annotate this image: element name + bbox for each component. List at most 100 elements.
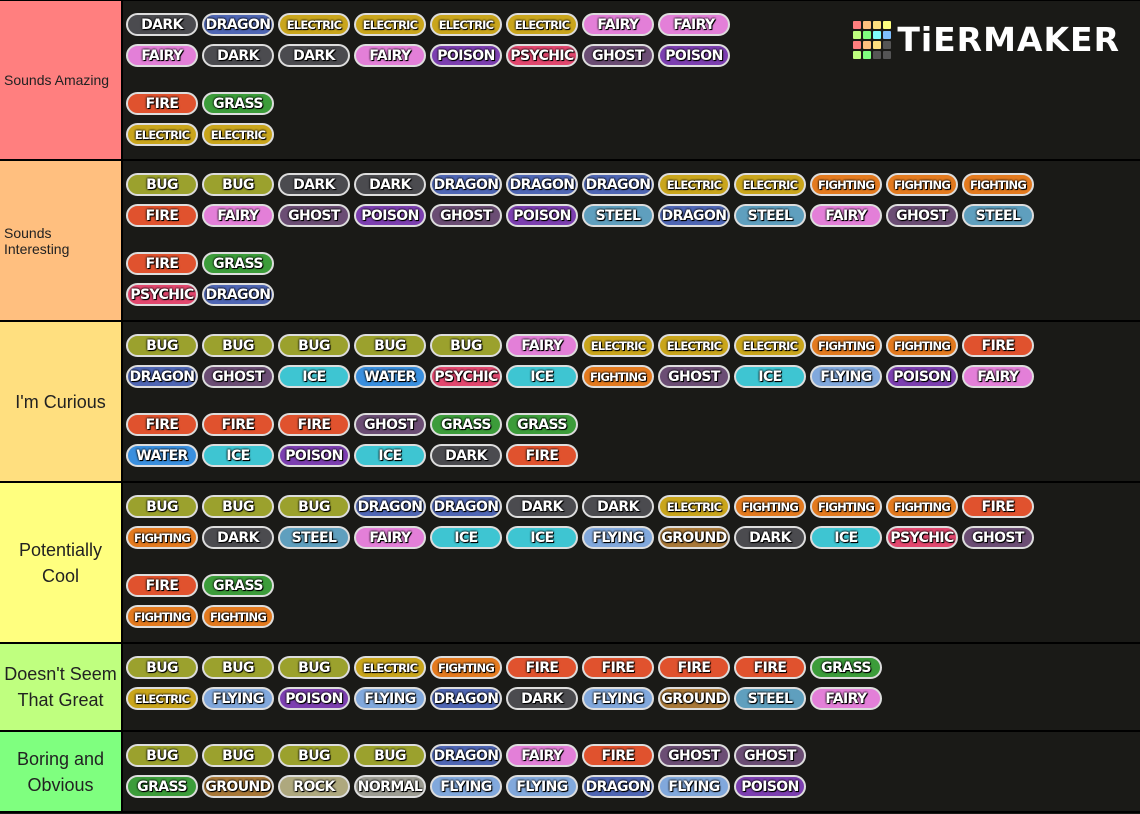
type-chip-psychic[interactable]: PSYCHIC bbox=[126, 283, 198, 306]
type-chip-fire[interactable]: FIRE bbox=[126, 574, 198, 597]
type-chip-fire[interactable]: FIRE bbox=[962, 334, 1034, 357]
type-chip-flying[interactable]: FLYING bbox=[430, 775, 502, 798]
type-chip-bug[interactable]: BUG bbox=[278, 656, 350, 679]
type-chip-electric[interactable]: ELECTRIC bbox=[658, 334, 730, 357]
type-chip-dark[interactable]: DARK bbox=[506, 495, 578, 518]
tier-label[interactable]: Sounds Amazing bbox=[0, 1, 123, 159]
type-chip-fairy[interactable]: FAIRY bbox=[126, 44, 198, 67]
type-chip-ice[interactable]: ICE bbox=[354, 444, 426, 467]
type-chip-dark[interactable]: DARK bbox=[506, 687, 578, 710]
type-chip-dragon[interactable]: DRAGON bbox=[430, 687, 502, 710]
type-chip-fairy[interactable]: FAIRY bbox=[354, 44, 426, 67]
type-chip-bug[interactable]: BUG bbox=[126, 495, 198, 518]
type-chip-electric[interactable]: ELECTRIC bbox=[506, 13, 578, 36]
type-chip-ghost[interactable]: GHOST bbox=[658, 365, 730, 388]
type-chip-bug[interactable]: BUG bbox=[126, 334, 198, 357]
type-chip-dark[interactable]: DARK bbox=[278, 44, 350, 67]
type-chip-electric[interactable]: ELECTRIC bbox=[658, 173, 730, 196]
type-chip-bug[interactable]: BUG bbox=[354, 744, 426, 767]
type-chip-fire[interactable]: FIRE bbox=[506, 444, 578, 467]
type-chip-dragon[interactable]: DRAGON bbox=[126, 365, 198, 388]
type-chip-fighting[interactable]: FIGHTING bbox=[810, 334, 882, 357]
type-chip-psychic[interactable]: PSYCHIC bbox=[886, 526, 958, 549]
type-chip-grass[interactable]: GRASS bbox=[202, 92, 274, 115]
type-chip-flying[interactable]: FLYING bbox=[354, 687, 426, 710]
type-chip-poison[interactable]: POISON bbox=[658, 44, 730, 67]
type-chip-bug[interactable]: BUG bbox=[354, 334, 426, 357]
type-chip-fighting[interactable]: FIGHTING bbox=[734, 495, 806, 518]
type-chip-poison[interactable]: POISON bbox=[886, 365, 958, 388]
type-chip-fairy[interactable]: FAIRY bbox=[506, 334, 578, 357]
type-chip-dragon[interactable]: DRAGON bbox=[354, 495, 426, 518]
tier-label[interactable]: Potentially Cool bbox=[0, 483, 123, 642]
type-chip-bug[interactable]: BUG bbox=[126, 744, 198, 767]
type-chip-ghost[interactable]: GHOST bbox=[354, 413, 426, 436]
type-chip-water[interactable]: WATER bbox=[126, 444, 198, 467]
type-chip-fairy[interactable]: FAIRY bbox=[506, 744, 578, 767]
type-chip-dark[interactable]: DARK bbox=[202, 44, 274, 67]
type-chip-dark[interactable]: DARK bbox=[582, 495, 654, 518]
type-chip-electric[interactable]: ELECTRIC bbox=[354, 13, 426, 36]
type-chip-bug[interactable]: BUG bbox=[278, 334, 350, 357]
type-chip-dark[interactable]: DARK bbox=[734, 526, 806, 549]
type-chip-grass[interactable]: GRASS bbox=[126, 775, 198, 798]
type-chip-bug[interactable]: BUG bbox=[126, 656, 198, 679]
type-chip-psychic[interactable]: PSYCHIC bbox=[430, 365, 502, 388]
type-chip-flying[interactable]: FLYING bbox=[582, 526, 654, 549]
type-chip-flying[interactable]: FLYING bbox=[202, 687, 274, 710]
type-chip-fire[interactable]: FIRE bbox=[278, 413, 350, 436]
type-chip-psychic[interactable]: PSYCHIC bbox=[506, 44, 578, 67]
type-chip-fire[interactable]: FIRE bbox=[962, 495, 1034, 518]
type-chip-fire[interactable]: FIRE bbox=[126, 413, 198, 436]
type-chip-fairy[interactable]: FAIRY bbox=[582, 13, 654, 36]
type-chip-steel[interactable]: STEEL bbox=[582, 204, 654, 227]
type-chip-flying[interactable]: FLYING bbox=[658, 775, 730, 798]
type-chip-electric[interactable]: ELECTRIC bbox=[202, 123, 274, 146]
type-chip-fairy[interactable]: FAIRY bbox=[202, 204, 274, 227]
type-chip-fighting[interactable]: FIGHTING bbox=[886, 173, 958, 196]
type-chip-electric[interactable]: ELECTRIC bbox=[430, 13, 502, 36]
type-chip-steel[interactable]: STEEL bbox=[734, 204, 806, 227]
type-chip-fighting[interactable]: FIGHTING bbox=[886, 334, 958, 357]
type-chip-electric[interactable]: ELECTRIC bbox=[354, 656, 426, 679]
type-chip-ice[interactable]: ICE bbox=[734, 365, 806, 388]
type-chip-poison[interactable]: POISON bbox=[278, 687, 350, 710]
type-chip-rock[interactable]: ROCK bbox=[278, 775, 350, 798]
type-chip-fire[interactable]: FIRE bbox=[126, 92, 198, 115]
type-chip-fire[interactable]: FIRE bbox=[582, 744, 654, 767]
type-chip-fighting[interactable]: FIGHTING bbox=[962, 173, 1034, 196]
type-chip-ice[interactable]: ICE bbox=[202, 444, 274, 467]
type-chip-electric[interactable]: ELECTRIC bbox=[582, 334, 654, 357]
type-chip-fighting[interactable]: FIGHTING bbox=[126, 605, 198, 628]
type-chip-dark[interactable]: DARK bbox=[354, 173, 426, 196]
type-chip-electric[interactable]: ELECTRIC bbox=[734, 334, 806, 357]
type-chip-ghost[interactable]: GHOST bbox=[658, 744, 730, 767]
type-chip-grass[interactable]: GRASS bbox=[810, 656, 882, 679]
type-chip-electric[interactable]: ELECTRIC bbox=[278, 13, 350, 36]
type-chip-flying[interactable]: FLYING bbox=[582, 687, 654, 710]
type-chip-dragon[interactable]: DRAGON bbox=[430, 495, 502, 518]
type-chip-ghost[interactable]: GHOST bbox=[582, 44, 654, 67]
type-chip-poison[interactable]: POISON bbox=[430, 44, 502, 67]
type-chip-bug[interactable]: BUG bbox=[202, 334, 274, 357]
type-chip-ice[interactable]: ICE bbox=[810, 526, 882, 549]
type-chip-ice[interactable]: ICE bbox=[278, 365, 350, 388]
type-chip-grass[interactable]: GRASS bbox=[202, 574, 274, 597]
type-chip-fire[interactable]: FIRE bbox=[506, 656, 578, 679]
type-chip-poison[interactable]: POISON bbox=[354, 204, 426, 227]
type-chip-steel[interactable]: STEEL bbox=[734, 687, 806, 710]
type-chip-steel[interactable]: STEEL bbox=[278, 526, 350, 549]
type-chip-ghost[interactable]: GHOST bbox=[962, 526, 1034, 549]
type-chip-normal[interactable]: NORMAL bbox=[354, 775, 426, 798]
type-chip-fairy[interactable]: FAIRY bbox=[658, 13, 730, 36]
type-chip-ground[interactable]: GROUND bbox=[202, 775, 274, 798]
type-chip-bug[interactable]: BUG bbox=[430, 334, 502, 357]
type-chip-electric[interactable]: ELECTRIC bbox=[734, 173, 806, 196]
type-chip-ghost[interactable]: GHOST bbox=[734, 744, 806, 767]
type-chip-poison[interactable]: POISON bbox=[734, 775, 806, 798]
type-chip-ghost[interactable]: GHOST bbox=[202, 365, 274, 388]
type-chip-electric[interactable]: ELECTRIC bbox=[126, 687, 198, 710]
type-chip-ghost[interactable]: GHOST bbox=[886, 204, 958, 227]
type-chip-ice[interactable]: ICE bbox=[430, 526, 502, 549]
type-chip-fairy[interactable]: FAIRY bbox=[962, 365, 1034, 388]
